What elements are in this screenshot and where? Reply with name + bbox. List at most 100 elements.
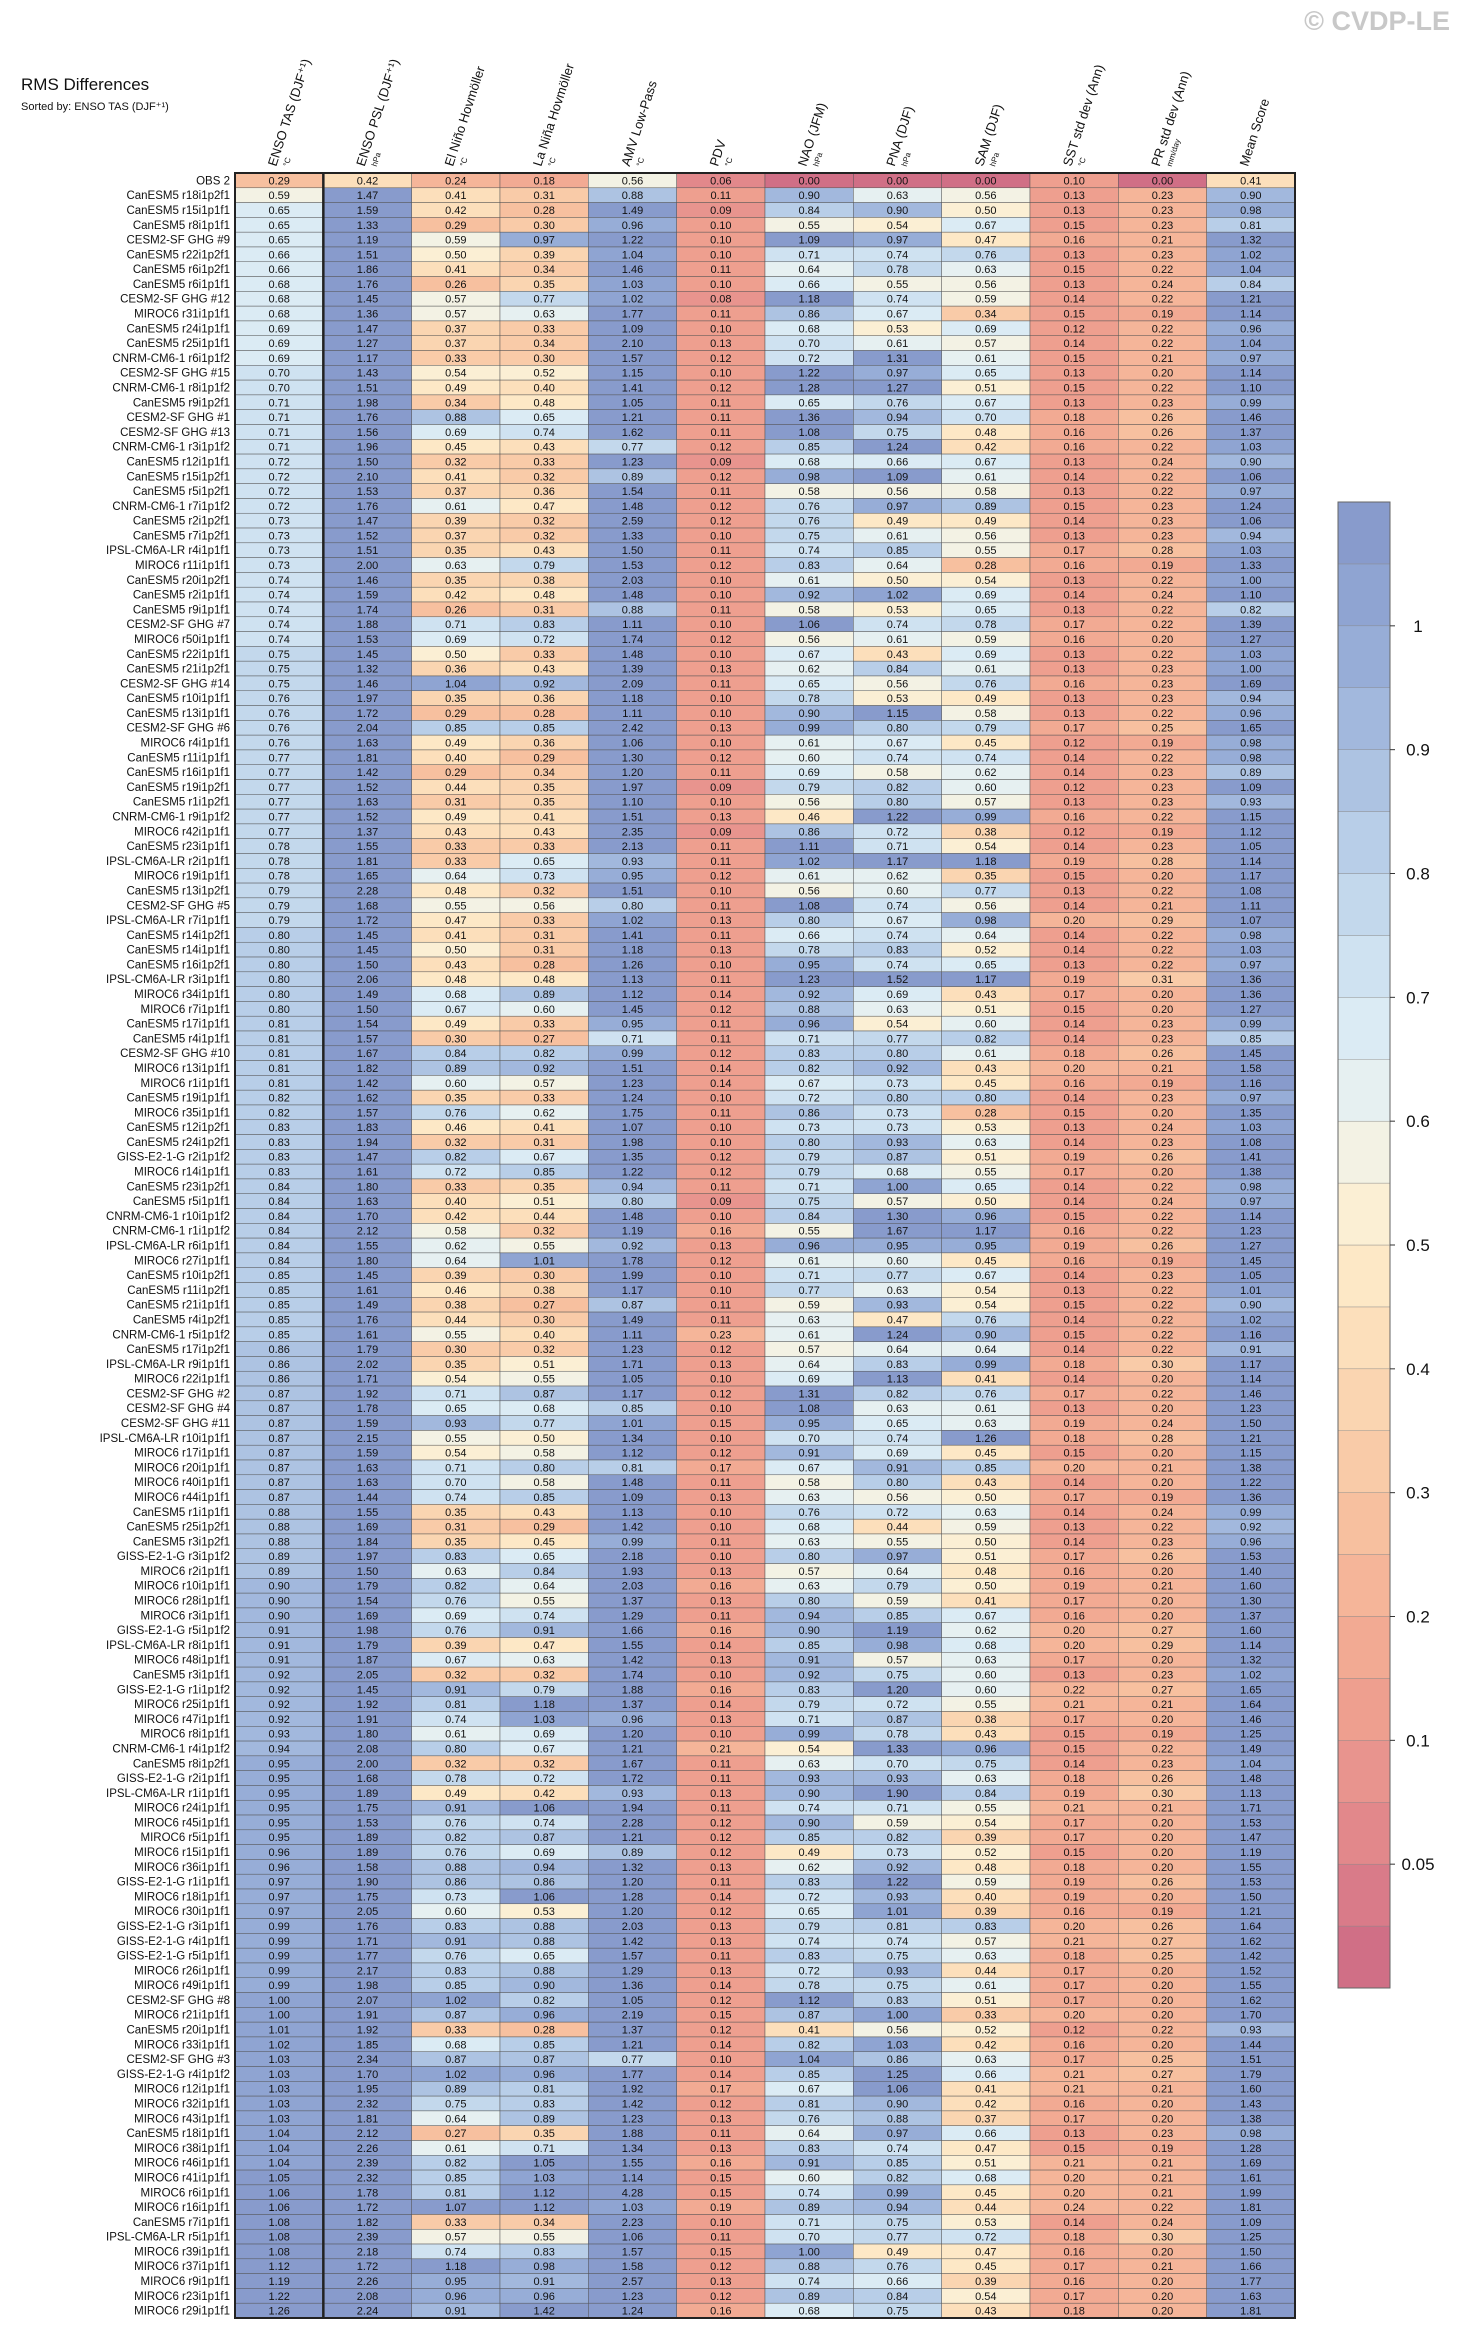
cell-value: 1.45 — [1240, 1048, 1261, 1060]
cell-value: 0.12 — [1063, 2025, 1084, 2037]
cell-value: 0.35 — [445, 575, 466, 587]
cell-value: 0.20 — [1063, 2010, 1084, 2022]
cell-value: 1.09 — [622, 1492, 643, 1504]
cell-value: 0.15 — [710, 2246, 731, 2258]
cell-value: 1.39 — [622, 664, 643, 676]
cell-value: 0.16 — [710, 2158, 731, 2170]
cell-value: 0.48 — [975, 427, 996, 439]
cell-value: 0.22 — [1152, 959, 1173, 971]
cell-value: 0.16 — [710, 1226, 731, 1238]
cell-value: 1.34 — [622, 2143, 643, 2155]
cell-value: 0.43 — [533, 442, 554, 454]
row-label: CESM2-SF GHG #2 — [126, 1388, 230, 1400]
cell-value: 0.27 — [533, 1033, 554, 1045]
cell-value: 0.76 — [445, 1596, 466, 1608]
colorbar-band — [1337, 1306, 1391, 1370]
cell-value: 0.63 — [975, 2054, 996, 2066]
row-label: CESM2-SF GHG #3 — [126, 2054, 230, 2066]
cell-value: 0.73 — [887, 1107, 908, 1119]
cell-value: 0.66 — [975, 2128, 996, 2140]
cell-value: 0.23 — [1152, 1019, 1173, 1031]
row-label: CNRM-CM6-1 r8i1p1f2 — [112, 383, 230, 395]
cell-value: 0.10 — [710, 575, 731, 587]
cell-value: 0.57 — [445, 2232, 466, 2244]
cell-value: 0.76 — [268, 738, 289, 750]
cell-value: 0.92 — [533, 678, 554, 690]
cell-value: 0.35 — [445, 1093, 466, 1105]
row-label: CanESM5 r23i1p2f1 — [126, 1181, 230, 1193]
cell-value: 0.90 — [975, 1329, 996, 1341]
cell-value: 1.21 — [1240, 294, 1261, 306]
cell-value: 0.91 — [268, 1640, 289, 1652]
cell-value: 0.91 — [268, 1625, 289, 1637]
cell-value: 0.26 — [1152, 1551, 1173, 1563]
cell-value: 0.35 — [533, 2128, 554, 2140]
cell-value: 1.02 — [445, 1995, 466, 2007]
cell-value: 0.76 — [887, 2261, 908, 2273]
cell-value: 0.89 — [533, 989, 554, 1001]
cell-value: 0.15 — [1063, 1300, 1084, 1312]
cell-value: 0.69 — [798, 1374, 819, 1386]
cell-value: 0.28 — [533, 2025, 554, 2037]
cell-value: 0.11 — [711, 1107, 732, 1119]
cell-value: 0.77 — [798, 1285, 819, 1297]
cell-value: 1.90 — [357, 1877, 378, 1889]
cell-value: 0.23 — [1152, 693, 1173, 705]
cell-value: 0.30 — [533, 1270, 554, 1282]
cell-value: 0.32 — [445, 456, 466, 468]
cell-value: 1.50 — [357, 1566, 378, 1578]
cell-value: 1.24 — [887, 1329, 908, 1341]
cell-value: 1.65 — [1240, 1684, 1261, 1696]
cell-value: 0.20 — [1152, 2099, 1173, 2111]
cell-value: 1.00 — [268, 1995, 289, 2007]
cell-value: 1.75 — [622, 1107, 643, 1119]
cell-value: 0.47 — [533, 1640, 554, 1652]
cell-value: 0.59 — [975, 1522, 996, 1534]
cell-value: 1.06 — [268, 2187, 289, 2199]
colorbar-tick-label: 0.4 — [1406, 1360, 1430, 1379]
colorbar-band — [1337, 1368, 1391, 1431]
cell-value: 0.93 — [1240, 2025, 1261, 2037]
cell-value: 0.10 — [710, 1670, 731, 1682]
cell-value: 0.90 — [1240, 190, 1261, 202]
cell-value: 0.45 — [975, 1255, 996, 1267]
row-label: CESM2-SF GHG #12 — [120, 294, 230, 306]
cell-value: 0.20 — [1063, 1921, 1084, 1933]
cell-value: 1.04 — [445, 678, 466, 690]
cell-value: 0.60 — [975, 1019, 996, 1031]
cell-value: 1.32 — [1240, 235, 1261, 247]
cell-value: 0.60 — [887, 885, 908, 897]
cell-value: 1.96 — [357, 442, 378, 454]
cell-value: 0.85 — [533, 1492, 554, 1504]
cell-value: 0.14 — [710, 1078, 731, 1090]
cell-value: 0.59 — [445, 235, 466, 247]
cell-value: 0.31 — [445, 1522, 466, 1534]
cell-value: 1.56 — [357, 427, 378, 439]
cell-value: 1.83 — [357, 1122, 378, 1134]
cell-value: 0.92 — [622, 1241, 643, 1253]
row-label: CNRM-CM6-1 r3i1p1f2 — [112, 442, 230, 454]
cell-value: 0.35 — [533, 279, 554, 291]
cell-value: 1.82 — [357, 1063, 378, 1075]
cell-value: 1.33 — [622, 530, 643, 542]
cell-value: 1.62 — [1240, 1936, 1261, 1948]
row-label: CanESM5 r15i1p1f1 — [126, 205, 230, 217]
cell-value: 1.46 — [1240, 1388, 1261, 1400]
cell-value: 0.50 — [887, 575, 908, 587]
cell-value: 0.16 — [710, 1684, 731, 1696]
cell-value: 0.84 — [887, 2291, 908, 2303]
cell-value: 1.71 — [357, 1374, 378, 1386]
cell-value: 0.74 — [887, 619, 908, 631]
cell-value: 0.37 — [445, 338, 466, 350]
cell-value: 0.67 — [887, 738, 908, 750]
cell-value: 1.37 — [1240, 1610, 1261, 1622]
cell-value: 0.10 — [710, 708, 731, 720]
cell-value: 1.08 — [268, 2232, 289, 2244]
cell-value: 0.28 — [975, 1107, 996, 1119]
cell-value: 0.87 — [268, 1403, 289, 1415]
cell-value: 0.12 — [710, 471, 731, 483]
cell-value: 0.22 — [1152, 575, 1173, 587]
colorbar-band — [1337, 997, 1391, 1060]
cell-value: 0.14 — [1063, 1374, 1084, 1386]
cell-value: 0.50 — [975, 1581, 996, 1593]
